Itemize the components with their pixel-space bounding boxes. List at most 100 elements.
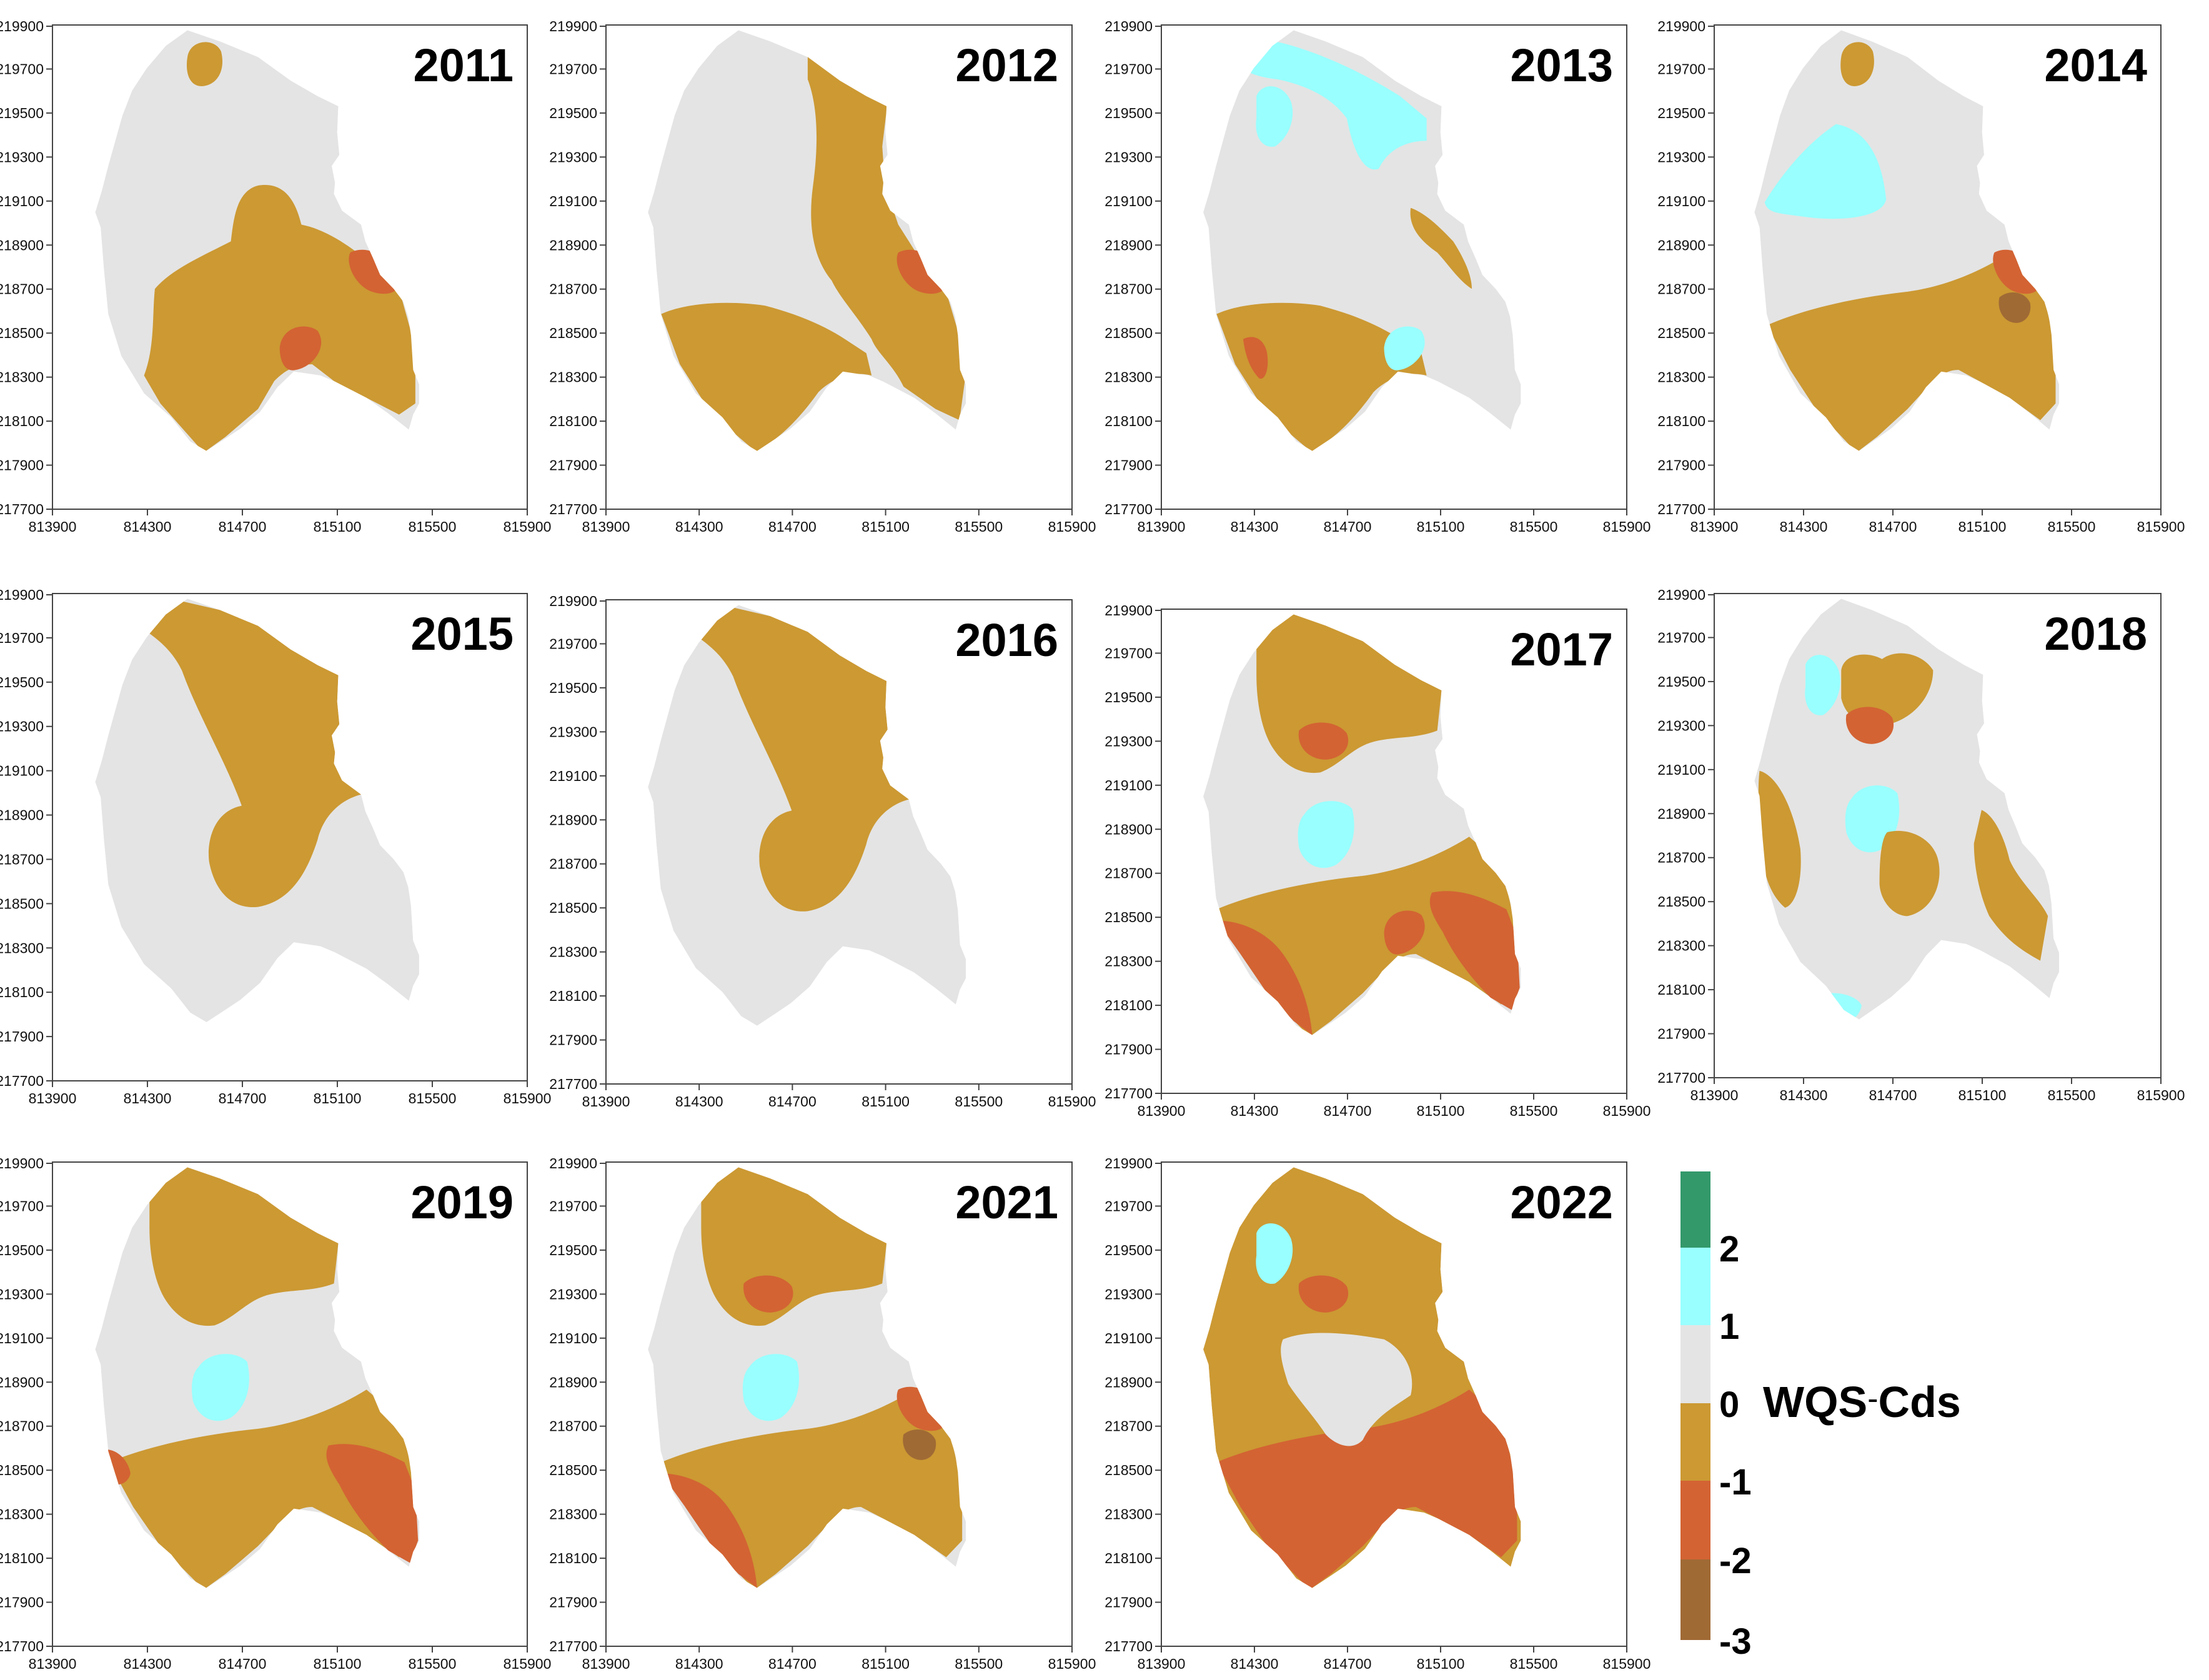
x-tick-label: 813900 [582, 1656, 630, 1672]
x-tick-label: 813900 [29, 1090, 77, 1106]
x-tick-label: 814300 [675, 1093, 723, 1110]
y-tick-label: 217700 [0, 1638, 44, 1654]
y-tick-label: 219900 [1104, 602, 1153, 619]
y-tick-label: 217900 [1657, 457, 1705, 474]
year-label: 2018 [2044, 608, 2147, 660]
x-tick-label: 815500 [2048, 1087, 2096, 1103]
x-tick-label: 815100 [1958, 519, 2007, 535]
year-label: 2016 [955, 614, 1058, 666]
contour-zone-cyan [192, 1354, 249, 1421]
y-tick-label: 217700 [549, 1638, 597, 1654]
y-tick-label: 219700 [1657, 629, 1705, 645]
y-tick-label: 217700 [0, 1073, 44, 1089]
x-tick-label: 815500 [2048, 519, 2096, 535]
map-area [1754, 599, 2060, 1020]
map-panel-2018: 219900 219700 219500 219300 219100 218900 2187… [1657, 587, 2185, 1103]
map-panel-2015: 219900 219700 219500 219300 219100 218900 2187… [0, 587, 551, 1106]
legend-tick-label: -2 [1719, 1541, 1752, 1581]
legend-swatch [1680, 1325, 1710, 1403]
y-tick-label: 219300 [549, 1286, 597, 1302]
x-tick-label: 814300 [124, 1656, 172, 1672]
x-tick-label: 815500 [955, 519, 1003, 535]
map-panel-2017: 219900 219700 219500 219300 219100 218900 2187… [1104, 602, 1651, 1119]
y-tick-label: 219900 [1104, 1155, 1153, 1171]
y-tick-label: 219500 [1104, 689, 1153, 705]
y-tick-label: 219100 [1657, 193, 1705, 209]
x-tick-label: 813900 [1690, 1087, 1739, 1103]
y-tick-label: 218900 [1657, 237, 1705, 253]
y-tick-label: 217700 [1104, 1638, 1153, 1654]
x-tick-label: 815500 [409, 1090, 457, 1106]
map-area [1203, 1167, 1521, 1588]
contour-zone-ochre [1840, 42, 1874, 86]
contour-zone-ochre [1216, 302, 1427, 451]
y-tick-label: 218500 [1104, 325, 1153, 341]
x-tick-label: 815100 [314, 1090, 362, 1106]
x-tick-label: 814300 [1231, 1103, 1279, 1119]
year-label: 2011 [413, 39, 514, 91]
y-tick-label: 218900 [549, 237, 597, 253]
y-tick-label: 219100 [0, 193, 44, 209]
y-tick-label: 219500 [0, 674, 44, 690]
x-tick-label: 815500 [409, 1656, 457, 1672]
x-tick-label: 814300 [1231, 1656, 1279, 1672]
x-tick-label: 815100 [314, 519, 362, 535]
contour-zone-ochre [1410, 207, 1472, 289]
x-tick-label: 813900 [1138, 1103, 1186, 1119]
year-label: 2014 [2044, 39, 2147, 91]
x-tick-label: 814700 [1869, 519, 1917, 535]
y-tick-label: 218300 [0, 1506, 44, 1523]
map-panel-2012: 219900 219700 219500 219300 219100 218900 2187… [549, 18, 1096, 535]
y-tick-label: 219900 [549, 1155, 597, 1171]
y-tick-label: 217900 [1104, 457, 1153, 474]
legend-tick-label: -3 [1719, 1621, 1752, 1662]
x-tick-label: 815900 [504, 1090, 552, 1106]
y-tick-label: 218100 [1104, 997, 1153, 1013]
contour-zone-ochre [138, 599, 362, 907]
y-tick-label: 218900 [549, 812, 597, 828]
y-tick-label: 217900 [0, 457, 44, 474]
y-tick-label: 219300 [1104, 149, 1153, 165]
y-tick-label: 217700 [0, 501, 44, 517]
y-tick-label: 219100 [549, 193, 597, 209]
legend-swatch [1680, 1559, 1710, 1640]
x-tick-label: 815100 [1958, 1087, 2007, 1103]
legend-title-separator: - [1867, 1381, 1878, 1417]
contour-zone-orange [1298, 722, 1349, 760]
y-tick-label: 218700 [1657, 281, 1705, 297]
y-tick-label: 218300 [549, 944, 597, 960]
contour-zone-brown [903, 1429, 936, 1460]
y-tick-label: 218700 [0, 281, 44, 297]
x-tick-label: 814300 [1780, 519, 1828, 535]
y-tick-label: 218100 [0, 984, 44, 1000]
contour-zone-cyan [1229, 39, 1427, 170]
x-tick-label: 813900 [582, 1093, 630, 1110]
contour-zone-ochre [144, 184, 415, 451]
y-tick-label: 219300 [1104, 1286, 1153, 1302]
x-tick-label: 815900 [1603, 1656, 1651, 1672]
y-tick-label: 217700 [1657, 1070, 1705, 1086]
y-tick-label: 219300 [549, 149, 597, 165]
y-tick-label: 219700 [1104, 1198, 1153, 1214]
y-tick-label: 218700 [0, 851, 44, 867]
y-tick-label: 218500 [0, 895, 44, 912]
y-tick-label: 218100 [0, 1550, 44, 1566]
y-tick-label: 218300 [1657, 369, 1705, 385]
map-area [1203, 30, 1521, 451]
y-tick-label: 219300 [0, 1286, 44, 1302]
y-tick-label: 219100 [0, 763, 44, 779]
y-tick-label: 218300 [0, 369, 44, 385]
y-tick-label: 218500 [549, 900, 597, 916]
y-tick-label: 218500 [1657, 893, 1705, 910]
legend-swatch [1680, 1481, 1710, 1559]
year-label: 2019 [410, 1176, 514, 1228]
y-tick-label: 218500 [549, 1462, 597, 1478]
contour-zone-ochre [186, 42, 223, 86]
y-tick-label: 218300 [549, 369, 597, 385]
map-area [95, 1167, 419, 1588]
x-tick-label: 813900 [29, 1656, 77, 1672]
y-tick-label: 218100 [549, 413, 597, 429]
x-tick-label: 814700 [219, 1656, 267, 1672]
map-area [95, 30, 419, 451]
contour-zone-ochre [1767, 252, 2056, 451]
